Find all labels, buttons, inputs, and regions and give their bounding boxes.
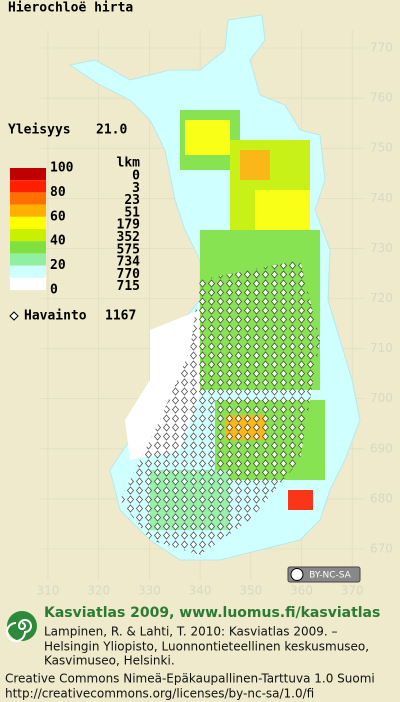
footer-headline: Kasviatlas 2009, www.luomus.fi/kasviatla… — [44, 605, 380, 621]
northing-label: 740 — [370, 191, 393, 205]
legend-count: 3 — [132, 181, 140, 196]
patch — [288, 490, 313, 510]
license-line: http://creativecommons.org/licenses/by-n… — [5, 687, 314, 701]
easting-label: 320 — [87, 584, 110, 598]
northing-label: 760 — [370, 91, 393, 105]
legend-scale-label: 80 — [50, 185, 66, 200]
easting-label: 340 — [189, 584, 212, 598]
legend-count: 575 — [117, 242, 140, 257]
easting-label: 360 — [290, 584, 313, 598]
map-title: Hierochloë hirta — [8, 1, 133, 16]
legend-scale-label: 100 — [50, 161, 74, 176]
legend-swatch — [10, 277, 46, 290]
citation-line: Lampinen, R. & Lahti, T. 2010: Kasviatla… — [44, 625, 338, 639]
legend-swatch — [10, 265, 46, 278]
northing-label: 730 — [370, 241, 393, 255]
northing-label: 720 — [370, 291, 393, 305]
legend-count: 179 — [117, 218, 140, 233]
legend-count: 715 — [117, 279, 140, 294]
license-badge — [287, 566, 361, 583]
count-header: lkm — [117, 156, 141, 171]
legend-swatch — [10, 253, 46, 266]
observations-count: 1167 — [105, 309, 136, 324]
citation-line: Helsingin Yliopisto, Luonnontieteellinen… — [44, 640, 369, 654]
northing-label: 670 — [370, 542, 393, 556]
legend-swatch — [10, 192, 46, 205]
easting-label: 330 — [138, 584, 161, 598]
northing-label: 690 — [370, 441, 393, 455]
legend-count: 734 — [117, 255, 141, 270]
legend-scale-label: 40 — [50, 234, 66, 249]
legend-count: 51 — [124, 205, 140, 220]
northing-label: 750 — [370, 141, 393, 155]
citation-line: Kasvimuseo, Helsinki. — [44, 654, 175, 668]
legend-swatch — [10, 204, 46, 217]
easting-label: 310 — [37, 584, 60, 598]
observations-label: Havainto — [24, 309, 87, 324]
northing-label: 700 — [370, 391, 393, 405]
legend-scale-label: 60 — [50, 209, 66, 224]
northing-label: 770 — [370, 41, 393, 55]
legend-count: 23 — [124, 193, 140, 208]
legend-scale-label: 0 — [50, 283, 58, 298]
frequency-value: 21.0 — [96, 123, 127, 138]
legend-count: 352 — [117, 230, 140, 245]
observation-markers — [120, 260, 320, 555]
legend-swatch — [10, 168, 46, 181]
legend-count: 0 — [132, 169, 140, 184]
patch — [185, 120, 230, 155]
license-badge-text: BY-NC-SA — [309, 571, 352, 581]
patch — [240, 150, 270, 180]
legend-count: 770 — [117, 267, 141, 282]
logo — [6, 611, 37, 642]
northing-label: 680 — [370, 491, 393, 505]
easting-label: 370 — [341, 584, 364, 598]
legend-swatch — [10, 229, 46, 242]
legend-swatch — [10, 241, 46, 254]
observation-symbol — [9, 311, 19, 321]
license-line: Creative Commons Nimeä-Epäkaupallinen-Ta… — [5, 672, 375, 686]
northing-label: 710 — [370, 341, 393, 355]
legend-swatch — [10, 216, 46, 229]
easting-label: 350 — [239, 584, 262, 598]
legend-swatch — [10, 180, 46, 193]
legend-scale-label: 20 — [50, 258, 66, 273]
frequency-label: Yleisyys — [8, 123, 71, 138]
